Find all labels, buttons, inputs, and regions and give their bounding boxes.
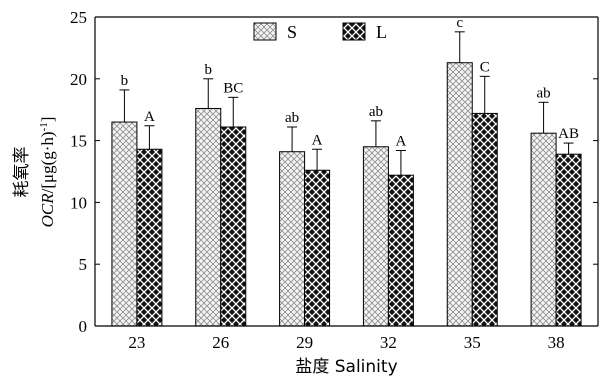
bar-s-38 <box>530 132 557 327</box>
x-axis-title: 盐度 Salinity <box>295 357 397 377</box>
y-axis-title-bracket: ] <box>38 117 57 123</box>
bar-l-23 <box>136 148 163 327</box>
y-tick-label-15: 15 <box>70 132 87 151</box>
y-axis-title-chinese: 耗氧率 <box>12 147 31 198</box>
significance-label-s-29: ab <box>285 110 299 126</box>
x-tick-label-29: 29 <box>296 333 313 352</box>
legend-label-l: L <box>376 22 387 42</box>
significance-label-s-26: b <box>205 62 213 78</box>
bar-s-32 <box>362 146 389 327</box>
y-tick-label-20: 20 <box>70 70 87 89</box>
y-axis-title: 耗氧率 OCR/[μg(g·h)-1] <box>12 117 57 228</box>
significance-label-l-23: A <box>144 109 155 125</box>
axes: 0 5 10 15 20 25 23 26 29 32 35 38 <box>70 8 599 352</box>
x-tick-label-23: 23 <box>128 333 145 352</box>
significance-label-s-32: ab <box>369 104 383 120</box>
bar-l-29 <box>304 169 331 327</box>
significance-label-l-35: C <box>480 59 490 75</box>
significance-label-l-29: A <box>312 132 323 148</box>
y-tick-label-25: 25 <box>70 8 87 27</box>
bar-s-35 <box>446 62 473 327</box>
bar-s-26 <box>195 107 222 327</box>
plot-area: b Ab BC ab Aab Ac Cab AB <box>111 15 582 327</box>
y-tick-label-10: 10 <box>70 193 87 212</box>
x-tick-label-32: 32 <box>380 333 397 352</box>
significance-label-s-35: c <box>456 15 463 31</box>
y-tick-label-5: 5 <box>79 255 88 274</box>
x-tick-label-38: 38 <box>548 333 565 352</box>
y-axis-title-variable: OCR <box>38 193 57 228</box>
significance-label-s-38: ab <box>536 85 550 101</box>
bar-l-38 <box>555 153 582 327</box>
bar-s-23 <box>111 121 138 327</box>
bar-s-29 <box>279 151 306 327</box>
x-tick-label-26: 26 <box>212 333 229 352</box>
bar-l-26 <box>220 126 247 327</box>
legend-label-s: S <box>287 22 297 42</box>
significance-label-l-38: AB <box>558 126 579 142</box>
significance-label-l-32: A <box>395 133 406 149</box>
y-axis-title-unit: /[μg(g·h) <box>38 131 57 193</box>
y-axis-title-formula: OCR/[μg(g·h)-1] <box>38 117 57 228</box>
legend-swatch-s <box>253 22 277 41</box>
legend-swatch-l <box>342 22 366 41</box>
y-axis-title-exponent: -1 <box>38 122 50 131</box>
axis-titles: 盐度 Salinity 耗氧率 OCR/[μg(g·h)-1] <box>12 117 398 377</box>
bar-l-35 <box>471 112 498 327</box>
bar-l-32 <box>387 174 414 327</box>
x-tick-label-35: 35 <box>464 333 481 352</box>
y-tick-label-0: 0 <box>79 317 88 336</box>
significance-label-l-26: BC <box>223 80 243 96</box>
significance-label-s-23: b <box>121 73 129 89</box>
